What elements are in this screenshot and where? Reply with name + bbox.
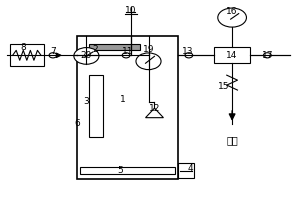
Circle shape [136, 53, 161, 70]
Bar [80, 167, 176, 174]
Bar [214, 47, 250, 63]
Text: 6: 6 [75, 119, 81, 128]
Text: 19: 19 [143, 45, 154, 54]
Bar [10, 44, 44, 66]
Circle shape [218, 8, 247, 27]
Bar [178, 163, 194, 178]
Text: 2: 2 [92, 45, 98, 54]
Bar [89, 44, 140, 50]
Circle shape [74, 48, 99, 64]
Text: 12: 12 [149, 104, 160, 113]
Text: 8: 8 [20, 43, 26, 52]
Bar [89, 75, 103, 137]
Text: 11: 11 [122, 47, 134, 56]
Text: 20: 20 [80, 51, 92, 60]
Text: 17: 17 [262, 51, 274, 60]
Text: 排水: 排水 [226, 135, 238, 145]
Text: 1: 1 [120, 96, 126, 104]
Bar [77, 36, 178, 179]
Text: 5: 5 [117, 166, 123, 175]
Text: 3: 3 [83, 97, 89, 106]
Text: 10: 10 [125, 6, 136, 15]
Text: 4: 4 [188, 164, 193, 173]
Text: 14: 14 [226, 51, 238, 60]
Text: 13: 13 [182, 47, 193, 56]
Text: 16: 16 [226, 7, 238, 16]
Text: 7: 7 [50, 47, 56, 56]
Text: 15: 15 [218, 82, 230, 91]
